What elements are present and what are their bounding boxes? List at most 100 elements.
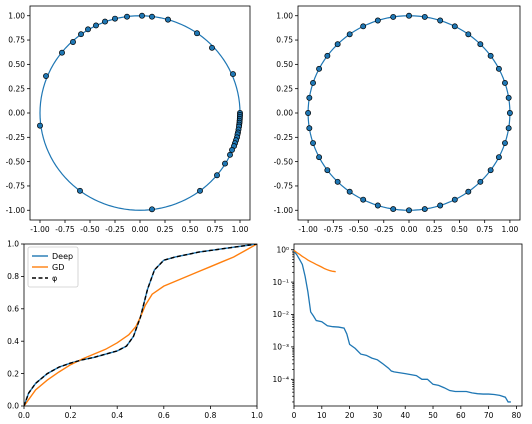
sample-point bbox=[346, 31, 353, 38]
sample-point bbox=[305, 110, 312, 116]
bl-frame bbox=[23, 243, 258, 407]
sample-point bbox=[77, 187, 83, 194]
br-ytick-label: 10⁰ bbox=[276, 245, 289, 254]
tr-ytick-label: -1.00 bbox=[274, 206, 294, 215]
sample-point bbox=[465, 188, 472, 195]
sample-point bbox=[227, 151, 233, 158]
tr-ytick-label: 0.00 bbox=[276, 109, 293, 118]
sample-point bbox=[465, 31, 472, 38]
sample-point bbox=[222, 160, 228, 167]
tr-ytick-label: 1.00 bbox=[276, 11, 293, 20]
sample-point bbox=[306, 94, 313, 101]
tr-xtick-label: -0.75 bbox=[324, 225, 344, 234]
series-group bbox=[24, 244, 257, 406]
tr-xtick-label: 0.00 bbox=[401, 225, 418, 234]
sample-point bbox=[124, 13, 130, 20]
sample-point bbox=[324, 52, 331, 59]
br-xtick-label: 80 bbox=[512, 411, 522, 420]
sample-point bbox=[495, 154, 502, 161]
series-line-0 bbox=[293, 250, 511, 403]
sample-point bbox=[229, 147, 235, 153]
panel-bottom-right: 0 10 20 30 40 50 60 70 80 10⁻⁴ 10⁻³ 10⁻² 10⁻¹ 10⁰ bbox=[272, 243, 523, 420]
sample-point bbox=[112, 15, 118, 22]
br-xtick-label: 20 bbox=[345, 411, 355, 420]
sample-point bbox=[346, 188, 353, 195]
tl-ytick-label: 0.50 bbox=[8, 60, 25, 69]
tl-ytick-label: 1.00 bbox=[8, 11, 25, 20]
sample-point bbox=[506, 110, 513, 116]
br-xtick-label: 10 bbox=[317, 411, 327, 420]
sample-point bbox=[502, 140, 508, 147]
bl-ytick-label: 0.4 bbox=[7, 337, 19, 346]
sample-point bbox=[390, 206, 397, 213]
br-ytick-label: 10⁻⁴ bbox=[272, 375, 289, 384]
sample-point bbox=[93, 22, 99, 29]
bl-xtick-label: 1.0 bbox=[251, 411, 263, 420]
sample-point bbox=[316, 65, 323, 72]
sample-point bbox=[43, 73, 49, 79]
bl-ytick-label: 0.0 bbox=[7, 402, 19, 411]
tl-ytick-label: 0.00 bbox=[8, 109, 25, 118]
br-xtick-label: 0 bbox=[292, 411, 297, 420]
panel-top-left: -1.00 -0.75 -0.50 -0.25 0.00 0.25 0.50 0.75 1.00… bbox=[6, 5, 251, 234]
sample-point bbox=[214, 172, 220, 179]
tl-ytick-label: -0.25 bbox=[6, 133, 26, 142]
tl-xtick-label: 0.50 bbox=[182, 225, 199, 234]
tl-xtick-label: -0.50 bbox=[80, 225, 100, 234]
legend-label: φ bbox=[52, 274, 57, 283]
sample-point bbox=[59, 49, 65, 56]
sample-point bbox=[495, 65, 502, 72]
bl-ytick-label: 0.6 bbox=[7, 305, 19, 314]
tr-xtick-label: 0.50 bbox=[451, 225, 468, 234]
tr-ytick-label: -0.25 bbox=[274, 133, 294, 142]
bl-ytick-label: 0.2 bbox=[7, 369, 19, 378]
tl-xtick-label: 0.25 bbox=[157, 225, 174, 234]
sample-point bbox=[70, 39, 76, 45]
tr-xtick-label: 0.75 bbox=[476, 225, 493, 234]
sample-point bbox=[310, 140, 316, 147]
bl-xtick-label: 0.0 bbox=[18, 411, 30, 420]
tl-xtick-label: -0.75 bbox=[55, 225, 75, 234]
tr-xtick-label: -0.50 bbox=[349, 225, 369, 234]
tr-ytick-label: 0.75 bbox=[276, 36, 293, 45]
sample-point bbox=[421, 206, 428, 213]
tr-ytick-label: -0.75 bbox=[274, 182, 294, 191]
sample-point bbox=[165, 16, 171, 23]
sample-point bbox=[310, 79, 316, 86]
sample-point bbox=[374, 17, 381, 24]
tl-xtick-label: -1.00 bbox=[30, 225, 50, 234]
sample-point bbox=[477, 178, 484, 185]
br-xtick-label: 30 bbox=[373, 411, 383, 420]
tl-ytick-label: 0.25 bbox=[8, 84, 25, 93]
sample-point bbox=[390, 13, 397, 20]
series-line-1 bbox=[293, 249, 336, 273]
unit-circle-curve bbox=[39, 15, 241, 211]
bl-xtick-label: 0.4 bbox=[111, 411, 123, 420]
tr-xtick-label: 1.00 bbox=[502, 225, 519, 234]
tr-xtick-label: -0.25 bbox=[374, 225, 394, 234]
sample-point bbox=[406, 207, 412, 214]
legend-label: Deep bbox=[52, 252, 73, 261]
sample-point bbox=[197, 187, 203, 194]
bl-xtick-label: 0.6 bbox=[158, 411, 170, 420]
sample-point bbox=[437, 17, 444, 24]
sample-point bbox=[316, 154, 323, 161]
sample-point bbox=[451, 23, 458, 30]
br-xtick-label: 40 bbox=[400, 411, 410, 420]
sample-point bbox=[487, 52, 494, 59]
tl-xtick-label: -0.25 bbox=[105, 225, 125, 234]
br-ytick-label: 10⁻² bbox=[272, 310, 289, 319]
sample-point bbox=[487, 167, 494, 174]
sample-point bbox=[505, 94, 512, 101]
sample-point bbox=[209, 44, 215, 51]
sample-point bbox=[306, 125, 313, 132]
sample-point bbox=[85, 26, 91, 33]
sample-point bbox=[230, 71, 236, 78]
sample-point bbox=[149, 13, 155, 20]
tr-ytick-label: -0.50 bbox=[274, 157, 294, 166]
series-line-2 bbox=[24, 244, 257, 406]
br-xtick-label: 50 bbox=[428, 411, 438, 420]
bl-xtick-label: 0.8 bbox=[204, 411, 216, 420]
tr-ytick-label: 0.25 bbox=[276, 84, 293, 93]
tr-ytick-label: 0.50 bbox=[276, 60, 293, 69]
